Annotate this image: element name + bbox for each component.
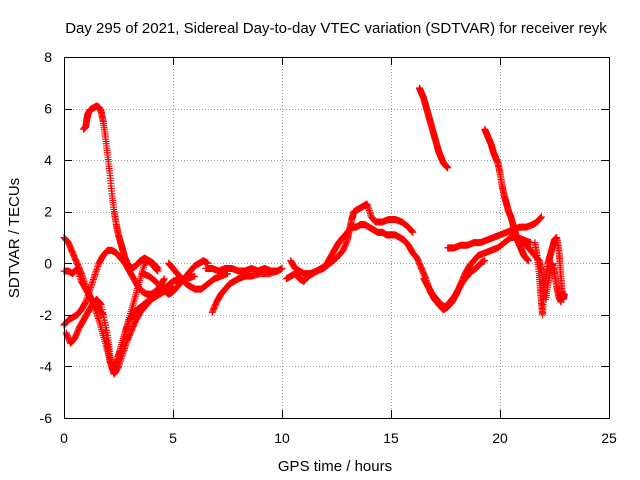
series-trace-m <box>420 257 489 311</box>
series-trace-q <box>531 234 568 319</box>
series-trace-o <box>481 125 532 265</box>
data-point <box>537 213 545 221</box>
data-points <box>60 84 568 378</box>
data-point <box>191 272 199 280</box>
series-trace-i <box>202 264 286 275</box>
data-point <box>481 257 489 265</box>
series-trace-e <box>80 102 162 275</box>
series-trace-n <box>444 213 545 252</box>
series-trace-g <box>165 259 231 293</box>
data-point <box>524 257 532 265</box>
series-trace-l <box>415 84 452 172</box>
y-tick-label: -6 <box>40 410 53 426</box>
y-tick-label: 6 <box>44 101 52 117</box>
x-axis-tick-labels: 0 5 10 15 20 25 <box>60 430 617 446</box>
x-tick-label: 25 <box>601 430 617 446</box>
plot-frame <box>64 57 610 419</box>
data-point <box>278 264 286 272</box>
x-tick-label: 5 <box>169 430 177 446</box>
data-point <box>154 267 162 275</box>
y-tick-label: 4 <box>44 152 52 168</box>
data-point <box>444 164 452 172</box>
data-point <box>160 275 168 283</box>
y-tick-label: 8 <box>44 49 52 65</box>
x-axis-label: GPS time / hours <box>278 458 392 475</box>
y-axis-tick-labels: -6 -4 -2 0 2 4 6 8 <box>40 49 53 426</box>
x-tick-label: 15 <box>383 430 399 446</box>
y-tick-label: 2 <box>44 204 52 220</box>
chart-title: Day 295 of 2021, Sidereal Day-to-day VTE… <box>65 20 607 37</box>
x-tick-label: 0 <box>60 430 68 446</box>
series-trace-k <box>287 200 417 278</box>
axis-ticks <box>64 57 610 419</box>
y-tick-label: -4 <box>40 358 53 374</box>
y-axis-label: SDTVAR / TECUs <box>6 178 23 298</box>
x-tick-label: 20 <box>492 430 508 446</box>
data-point <box>560 290 568 298</box>
y-tick-label: 0 <box>44 255 52 271</box>
y-tick-label: -2 <box>40 307 53 323</box>
data-point <box>409 228 417 236</box>
x-tick-label: 10 <box>274 430 290 446</box>
